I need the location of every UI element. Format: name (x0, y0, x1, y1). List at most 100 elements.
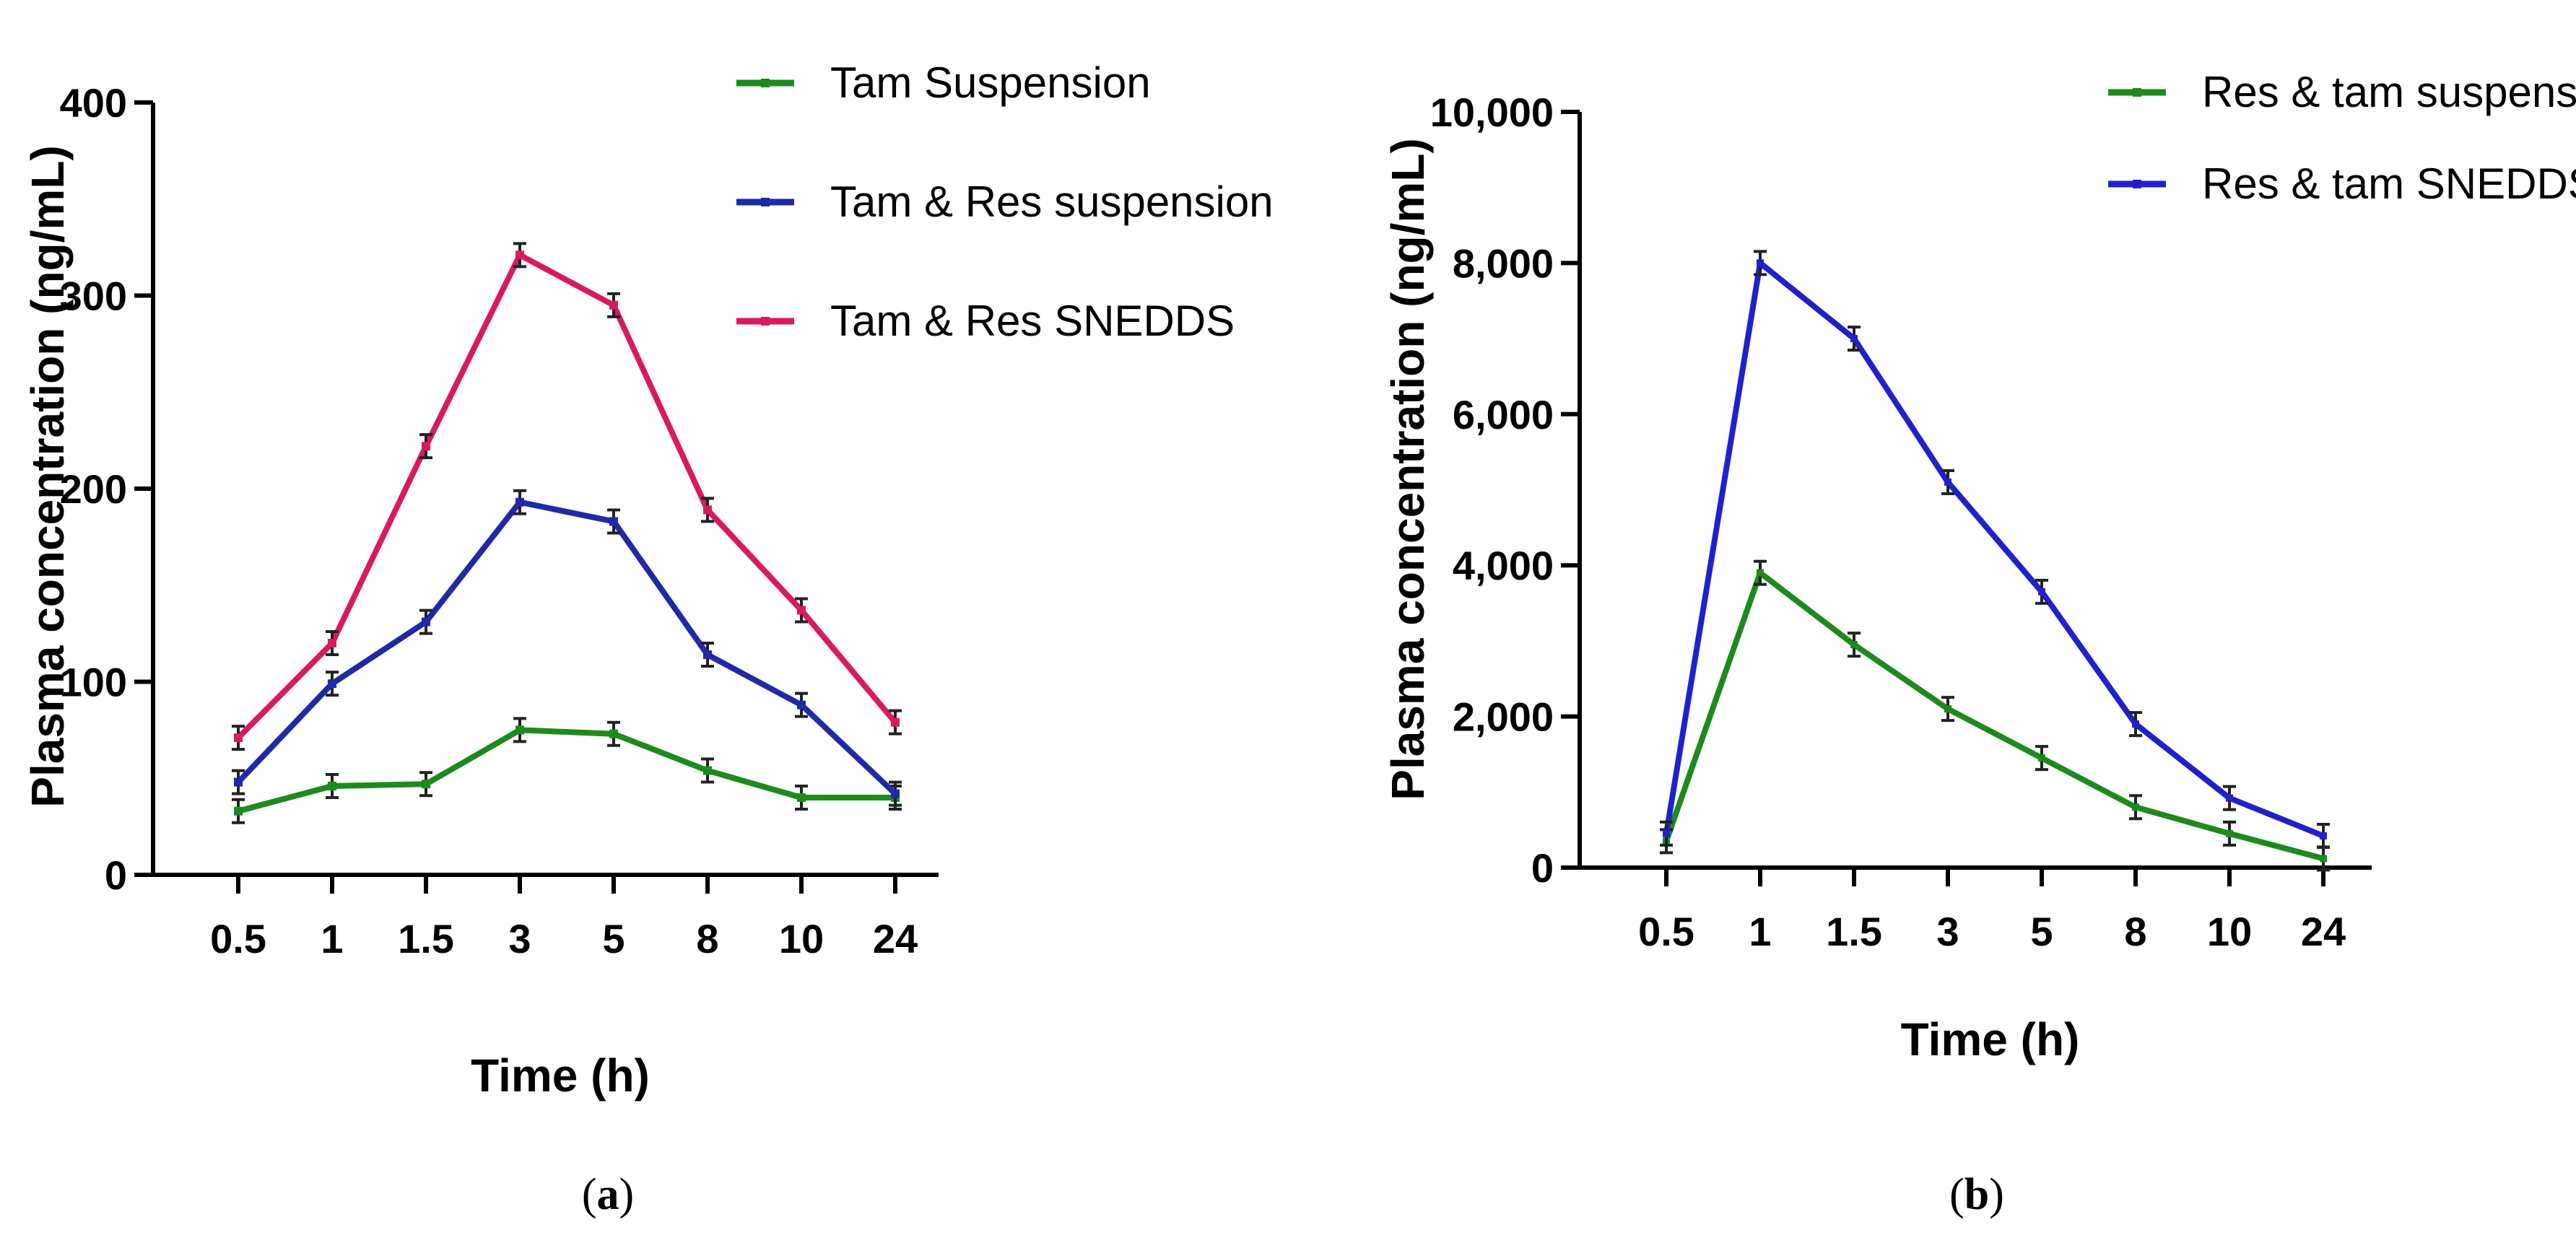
data-point (2038, 754, 2045, 762)
data-point (328, 639, 336, 647)
data-point (515, 250, 524, 260)
legend-label: Tam & Res SNEDDS (830, 297, 1235, 345)
data-point (2226, 794, 2233, 802)
legend: Res & tam suspension Res & tam SNEDDS (2108, 68, 2576, 208)
data-point (2132, 803, 2139, 811)
data-point (703, 766, 712, 775)
data-point (515, 725, 524, 735)
x-tick-label: 8 (2124, 909, 2146, 954)
y-tick-label: 100 (60, 660, 127, 705)
legend-marker (761, 198, 770, 206)
data-point (1850, 335, 1858, 343)
data-point (2132, 720, 2139, 728)
data-point (703, 505, 712, 515)
legend-marker (761, 79, 770, 87)
series-line (1663, 260, 2325, 839)
x-tick-label: 0.5 (210, 916, 266, 961)
x-tick-label: 1.5 (398, 916, 454, 961)
panel-label: (a) (582, 1170, 634, 1219)
panel-letter: a (597, 1170, 619, 1219)
data-point (797, 700, 806, 710)
data-point (234, 806, 243, 816)
data-point (891, 789, 900, 798)
data-point (422, 780, 430, 789)
y-tick-label: 10,000 (1430, 90, 1554, 135)
legend-label: Tam Suspension (830, 58, 1151, 107)
x-tick-label: 5 (602, 916, 625, 961)
data-point (422, 617, 430, 627)
data-point (234, 733, 243, 743)
panel-paren: ( (1949, 1170, 1964, 1219)
data-point (609, 300, 618, 310)
y-tick-label: 2,000 (1453, 694, 1554, 740)
panel-label: (b) (1949, 1170, 2004, 1219)
data-point (1757, 569, 1764, 577)
data-point (703, 650, 712, 660)
chart-panel-a: 0 100 200 300 400 0.5 1 1.5 3 5 8 10 24 Time (h) Plasm… (22, 58, 1274, 1219)
data-point (328, 679, 336, 689)
x-tick-label: 24 (873, 916, 918, 961)
y-tick-label: 0 (105, 852, 127, 898)
y-tick-label: 4,000 (1453, 543, 1554, 588)
legend-marker (2133, 88, 2141, 97)
legend: Tam Suspension Tam & Res suspension Tam & … (736, 58, 1274, 345)
series-1 (1660, 559, 2330, 872)
x-tick-label: 1 (1749, 909, 1771, 954)
data-point (1850, 641, 1858, 649)
x-tick-label: 8 (696, 916, 718, 961)
y-axis-title: Plasma concentration (ng/mL) (22, 145, 74, 807)
x-tick-label: 1.5 (1826, 909, 1882, 954)
series-line (237, 727, 895, 814)
legend-label: Res & tam suspension (2202, 68, 2576, 116)
legend-marker (761, 317, 770, 326)
legend-label: Tam & Res suspension (830, 178, 1274, 226)
data-point (1944, 705, 1951, 713)
series-line (1663, 570, 2325, 862)
data-point (797, 606, 806, 615)
x-tick-label: 24 (2301, 909, 2346, 954)
series-1 (232, 717, 902, 824)
y-tick-label: 400 (60, 80, 127, 126)
data-point (2038, 588, 2045, 595)
data-point (2320, 855, 2327, 863)
data-point (1757, 259, 1764, 267)
data-point (1663, 829, 1670, 837)
series-3 (232, 242, 902, 751)
x-tick-label: 10 (2207, 909, 2252, 954)
data-point (2226, 829, 2233, 837)
panel-paren: ) (1989, 1170, 2004, 1219)
data-point (797, 793, 806, 802)
y-tick-label: 200 (60, 466, 127, 512)
y-tick-label: 8,000 (1453, 240, 1554, 286)
panel-paren: ( (582, 1170, 597, 1219)
chart-panel-b: 0 2,000 4,000 6,000 8,000 10,000 0.5 1 1.5 3 5 8 10 2… (1382, 68, 2576, 1219)
data-point (328, 781, 336, 790)
x-axis-title: Time (h) (1901, 1013, 2080, 1065)
x-tick-label: 0.5 (1638, 909, 1694, 954)
x-tick-label: 5 (2030, 909, 2053, 954)
data-point (891, 717, 900, 727)
series-2 (232, 489, 902, 807)
series-line (236, 499, 897, 796)
panel-letter: b (1964, 1170, 1989, 1219)
data-point (609, 729, 618, 738)
data-point (515, 497, 524, 507)
data-point (234, 777, 243, 787)
y-tick-label: 0 (1531, 845, 1554, 891)
data-point (1944, 479, 1951, 486)
y-axis-title: Plasma concentration (ng/mL) (1382, 138, 1434, 800)
y-tick-label: 300 (60, 274, 127, 319)
data-point (422, 442, 430, 451)
x-tick-label: 10 (779, 916, 824, 961)
series-2 (1660, 250, 2330, 850)
x-tick-label: 3 (508, 916, 531, 961)
data-point (2320, 832, 2327, 840)
x-tick-label: 3 (1936, 909, 1959, 954)
legend-label: Res & tam SNEDDS (2202, 160, 2576, 208)
data-point (609, 517, 618, 526)
panel-paren: ) (619, 1170, 635, 1219)
series-line (236, 252, 898, 740)
y-tick-label: 6,000 (1453, 392, 1554, 437)
x-axis-title: Time (h) (471, 1050, 650, 1101)
